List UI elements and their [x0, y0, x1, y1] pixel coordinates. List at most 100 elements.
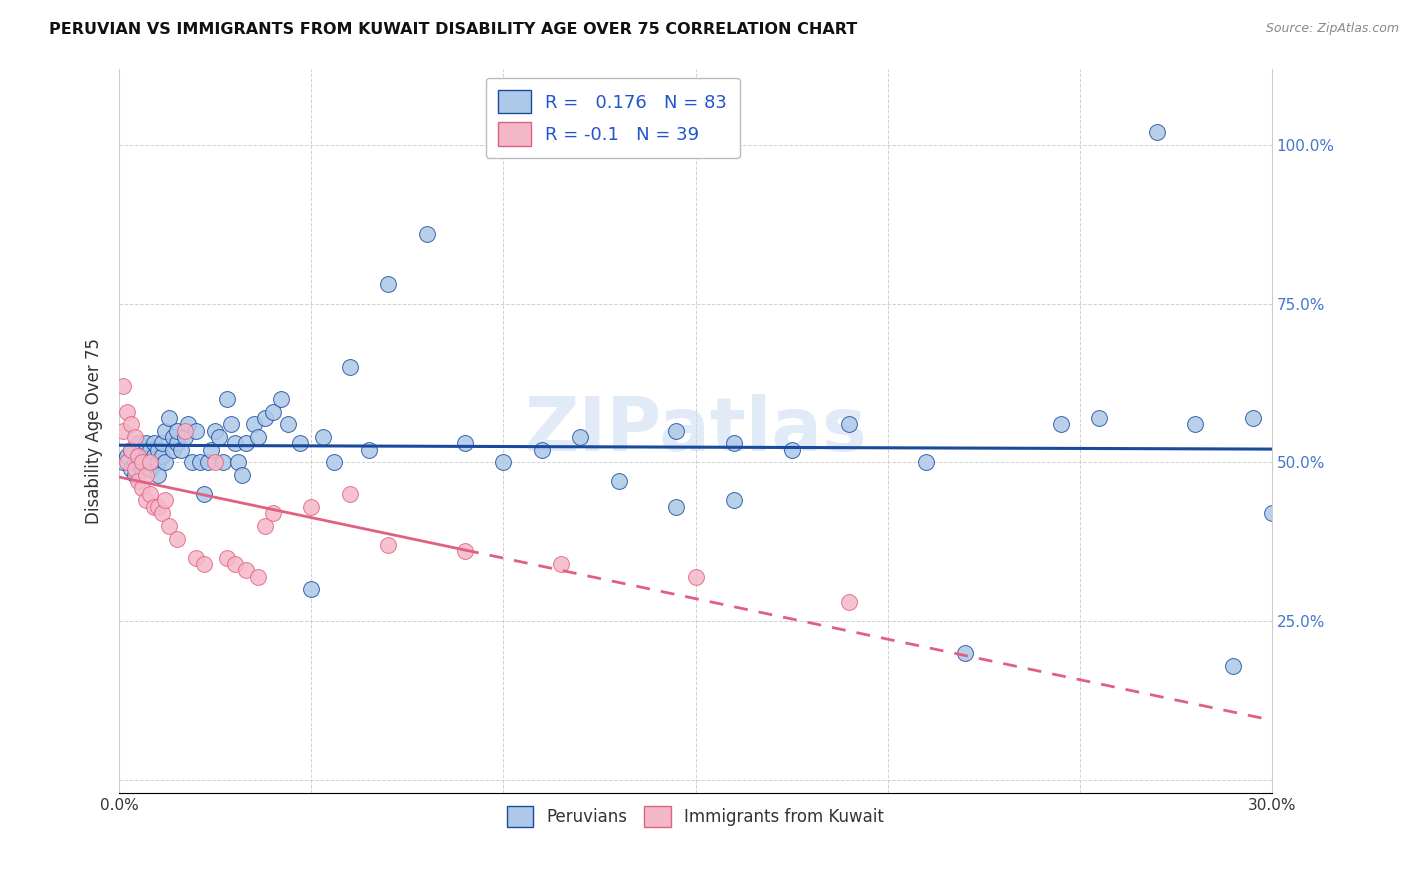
Point	[1222, 658, 1244, 673]
Point	[127, 449, 149, 463]
Point	[173, 424, 195, 438]
Point	[120, 442, 142, 457]
Point	[665, 500, 688, 514]
Point	[838, 595, 860, 609]
Point	[135, 449, 157, 463]
Point	[208, 430, 231, 444]
Point	[127, 449, 149, 463]
Point	[115, 449, 138, 463]
Point	[235, 563, 257, 577]
Point	[184, 550, 207, 565]
Point	[166, 436, 188, 450]
Point	[142, 436, 165, 450]
Point	[181, 455, 204, 469]
Point	[277, 417, 299, 432]
Point	[1049, 417, 1071, 432]
Point	[204, 424, 226, 438]
Point	[115, 404, 138, 418]
Text: Source: ZipAtlas.com: Source: ZipAtlas.com	[1265, 22, 1399, 36]
Point	[339, 487, 361, 501]
Point	[157, 410, 180, 425]
Point	[135, 468, 157, 483]
Point	[162, 442, 184, 457]
Point	[299, 582, 322, 597]
Point	[215, 550, 238, 565]
Point	[166, 424, 188, 438]
Point	[142, 500, 165, 514]
Point	[204, 455, 226, 469]
Point	[155, 493, 177, 508]
Point	[155, 424, 177, 438]
Point	[242, 417, 264, 432]
Point	[492, 455, 515, 469]
Point	[124, 468, 146, 483]
Point	[139, 487, 162, 501]
Point	[120, 417, 142, 432]
Point	[838, 417, 860, 432]
Point	[135, 436, 157, 450]
Point	[685, 570, 707, 584]
Point	[723, 493, 745, 508]
Point	[127, 436, 149, 450]
Point	[254, 519, 277, 533]
Point	[915, 455, 938, 469]
Point	[120, 461, 142, 475]
Point	[246, 430, 269, 444]
Point	[339, 360, 361, 375]
Point	[1261, 506, 1284, 520]
Point	[155, 455, 177, 469]
Point	[231, 468, 253, 483]
Point	[1184, 417, 1206, 432]
Point	[200, 442, 222, 457]
Point	[112, 379, 135, 393]
Point	[131, 455, 153, 469]
Point	[1241, 410, 1264, 425]
Point	[170, 442, 193, 457]
Point	[246, 570, 269, 584]
Point	[139, 455, 162, 469]
Point	[723, 436, 745, 450]
Point	[254, 410, 277, 425]
Point	[357, 442, 380, 457]
Point	[146, 500, 169, 514]
Point	[228, 455, 250, 469]
Point	[112, 424, 135, 438]
Point	[312, 430, 335, 444]
Point	[120, 442, 142, 457]
Point	[139, 442, 162, 457]
Point	[270, 392, 292, 406]
Point	[1146, 125, 1168, 139]
Point	[235, 436, 257, 450]
Point	[115, 455, 138, 469]
Point	[135, 493, 157, 508]
Point	[215, 392, 238, 406]
Point	[127, 475, 149, 489]
Point	[139, 455, 162, 469]
Point	[127, 455, 149, 469]
Point	[131, 461, 153, 475]
Point	[193, 557, 215, 571]
Point	[377, 277, 399, 292]
Point	[193, 487, 215, 501]
Point	[197, 455, 219, 469]
Point	[142, 449, 165, 463]
Point	[135, 455, 157, 469]
Point	[173, 430, 195, 444]
Point	[139, 461, 162, 475]
Point	[224, 557, 246, 571]
Point	[124, 430, 146, 444]
Point	[188, 455, 211, 469]
Point	[166, 532, 188, 546]
Point	[150, 506, 173, 520]
Point	[224, 436, 246, 450]
Point	[454, 436, 477, 450]
Point	[530, 442, 553, 457]
Point	[377, 538, 399, 552]
Point	[112, 455, 135, 469]
Point	[184, 424, 207, 438]
Point	[262, 404, 284, 418]
Y-axis label: Disability Age Over 75: Disability Age Over 75	[86, 337, 103, 524]
Point	[124, 455, 146, 469]
Point	[299, 500, 322, 514]
Point	[177, 417, 200, 432]
